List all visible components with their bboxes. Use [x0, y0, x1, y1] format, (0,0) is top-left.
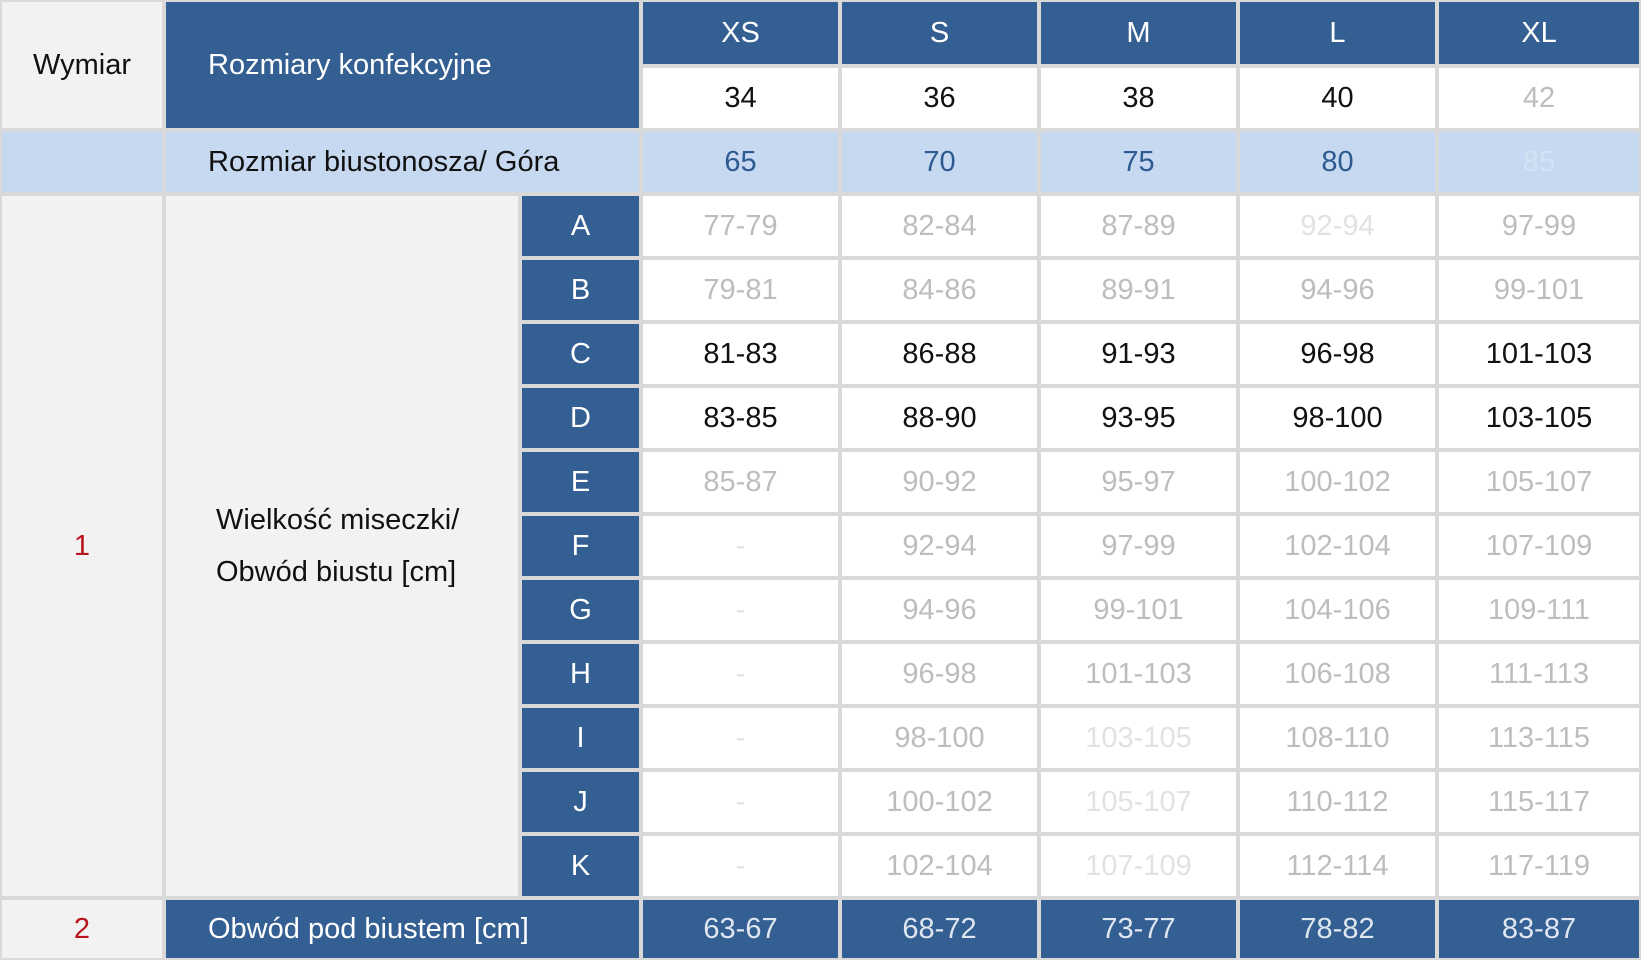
- bra-value: 85: [1437, 130, 1641, 194]
- bust-circumference-cell: 108-110: [1238, 706, 1437, 770]
- bust-circumference-cell: 84-86: [840, 258, 1039, 322]
- size-header-m: M: [1039, 0, 1238, 66]
- bust-circumference-cell: 85-87: [641, 450, 840, 514]
- cup-size-label-line1: Wielkość miseczki/: [216, 504, 460, 536]
- underbust-value: 83-87: [1437, 898, 1641, 960]
- bust-circumference-cell: 117-119: [1437, 834, 1641, 898]
- cup-size-label: Wielkość miseczki/ Obwód biustu [cm]: [164, 194, 520, 898]
- bust-circumference-cell: 113-115: [1437, 706, 1641, 770]
- bust-circumference-cell: 100-102: [840, 770, 1039, 834]
- bra-value: 75: [1039, 130, 1238, 194]
- bust-circumference-cell: 88-90: [840, 386, 1039, 450]
- eu-size-34: 34: [641, 66, 840, 130]
- bust-circumference-cell: -: [641, 578, 840, 642]
- bust-circumference-cell: 115-117: [1437, 770, 1641, 834]
- cup-letter-a: A: [520, 194, 641, 258]
- rozmiary-konfekcyjne-header: Rozmiary konfekcyjne: [164, 0, 641, 130]
- cup-letter-b: B: [520, 258, 641, 322]
- bust-circumference-cell: 92-94: [1238, 194, 1437, 258]
- section-number-1: 1: [0, 194, 164, 898]
- bust-circumference-cell: 97-99: [1437, 194, 1641, 258]
- bust-circumference-cell: 77-79: [641, 194, 840, 258]
- bust-circumference-cell: 82-84: [840, 194, 1039, 258]
- underbust-value: 73-77: [1039, 898, 1238, 960]
- bust-circumference-cell: 79-81: [641, 258, 840, 322]
- bust-circumference-cell: 98-100: [840, 706, 1039, 770]
- bust-circumference-cell: 96-98: [1238, 322, 1437, 386]
- cup-letter-i: I: [520, 706, 641, 770]
- cup-letter-c: C: [520, 322, 641, 386]
- bust-circumference-cell: 96-98: [840, 642, 1039, 706]
- bust-circumference-cell: 111-113: [1437, 642, 1641, 706]
- bust-circumference-cell: 100-102: [1238, 450, 1437, 514]
- bust-circumference-cell: 93-95: [1039, 386, 1238, 450]
- bust-circumference-cell: 107-109: [1039, 834, 1238, 898]
- bust-circumference-cell: -: [641, 642, 840, 706]
- underbust-label: Obwód pod biustem [cm]: [164, 898, 641, 960]
- underbust-value: 63-67: [641, 898, 840, 960]
- bust-circumference-cell: 103-105: [1039, 706, 1238, 770]
- bust-circumference-cell: 110-112: [1238, 770, 1437, 834]
- bra-value: 70: [840, 130, 1039, 194]
- underbust-value: 68-72: [840, 898, 1039, 960]
- bra-row-number-cell: [0, 130, 164, 194]
- bust-circumference-cell: 95-97: [1039, 450, 1238, 514]
- bust-circumference-cell: 107-109: [1437, 514, 1641, 578]
- cup-letter-g: G: [520, 578, 641, 642]
- eu-size-38: 38: [1039, 66, 1238, 130]
- bust-circumference-cell: 98-100: [1238, 386, 1437, 450]
- bust-circumference-cell: 105-107: [1039, 770, 1238, 834]
- bust-circumference-cell: 94-96: [840, 578, 1039, 642]
- bust-circumference-cell: 89-91: [1039, 258, 1238, 322]
- eu-size-42: 42: [1437, 66, 1641, 130]
- wymiar-header: Wymiar: [0, 0, 164, 130]
- bust-circumference-cell: 109-111: [1437, 578, 1641, 642]
- bust-circumference-cell: 83-85: [641, 386, 840, 450]
- eu-size-36: 36: [840, 66, 1039, 130]
- bust-circumference-cell: 90-92: [840, 450, 1039, 514]
- bra-value: 65: [641, 130, 840, 194]
- bust-circumference-cell: 92-94: [840, 514, 1039, 578]
- bust-circumference-cell: 99-101: [1437, 258, 1641, 322]
- eu-size-40: 40: [1238, 66, 1437, 130]
- bust-circumference-cell: 104-106: [1238, 578, 1437, 642]
- cup-size-label-line2: Obwód biustu [cm]: [216, 556, 457, 588]
- bra-value: 80: [1238, 130, 1437, 194]
- bust-circumference-cell: 94-96: [1238, 258, 1437, 322]
- bust-circumference-cell: -: [641, 834, 840, 898]
- cup-letter-j: J: [520, 770, 641, 834]
- section-number-2: 2: [0, 898, 164, 960]
- bust-circumference-cell: 102-104: [840, 834, 1039, 898]
- bust-circumference-cell: 99-101: [1039, 578, 1238, 642]
- bust-circumference-cell: 106-108: [1238, 642, 1437, 706]
- size-header-s: S: [840, 0, 1039, 66]
- bust-circumference-cell: -: [641, 514, 840, 578]
- size-header-xs: XS: [641, 0, 840, 66]
- bust-circumference-cell: 91-93: [1039, 322, 1238, 386]
- size-header-xl: XL: [1437, 0, 1641, 66]
- bust-circumference-cell: 101-103: [1437, 322, 1641, 386]
- bust-circumference-cell: 81-83: [641, 322, 840, 386]
- cup-letter-e: E: [520, 450, 641, 514]
- bust-circumference-cell: 87-89: [1039, 194, 1238, 258]
- bust-circumference-cell: -: [641, 770, 840, 834]
- size-header-l: L: [1238, 0, 1437, 66]
- cup-letter-h: H: [520, 642, 641, 706]
- underbust-value: 78-82: [1238, 898, 1437, 960]
- bust-circumference-cell: 112-114: [1238, 834, 1437, 898]
- bust-circumference-cell: -: [641, 706, 840, 770]
- cup-letter-k: K: [520, 834, 641, 898]
- bust-circumference-cell: 102-104: [1238, 514, 1437, 578]
- cup-letter-d: D: [520, 386, 641, 450]
- bra-size-label: Rozmiar biustonosza/ Góra: [164, 130, 641, 194]
- bust-circumference-cell: 97-99: [1039, 514, 1238, 578]
- bust-circumference-cell: 86-88: [840, 322, 1039, 386]
- bust-circumference-cell: 105-107: [1437, 450, 1641, 514]
- cup-letter-f: F: [520, 514, 641, 578]
- bust-circumference-cell: 103-105: [1437, 386, 1641, 450]
- bust-circumference-cell: 101-103: [1039, 642, 1238, 706]
